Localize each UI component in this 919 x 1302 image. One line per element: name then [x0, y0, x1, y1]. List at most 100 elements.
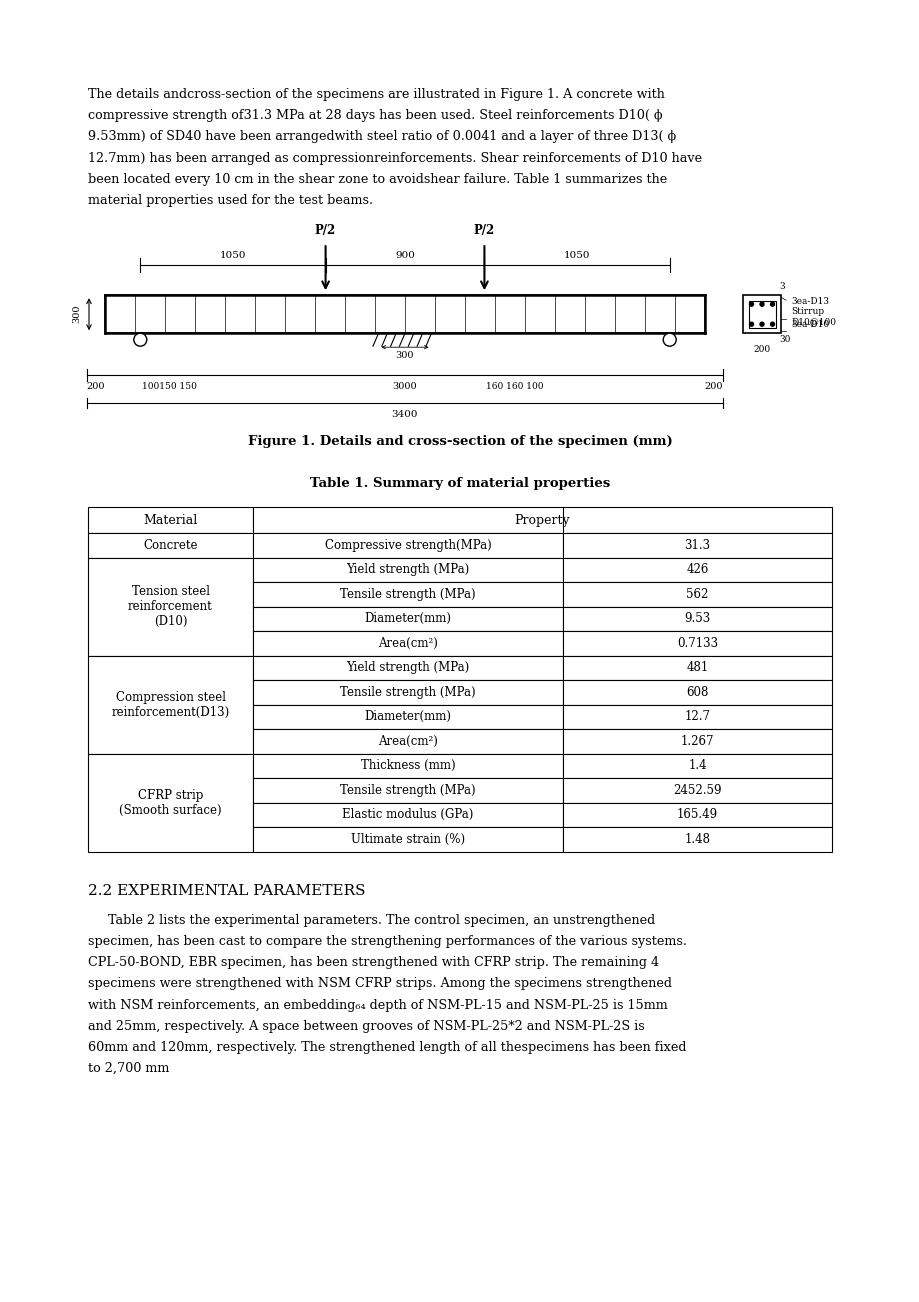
Text: D10@100: D10@100: [790, 318, 835, 327]
Text: 481: 481: [686, 661, 708, 674]
Bar: [88, 754, 253, 852]
Text: Area(cm²): Area(cm²): [378, 637, 437, 650]
Text: Concrete: Concrete: [143, 539, 198, 552]
Bar: [748, 301, 775, 328]
Bar: [105, 296, 704, 333]
Circle shape: [663, 333, 675, 346]
Bar: [253, 779, 562, 803]
Text: 3: 3: [778, 283, 784, 292]
Bar: [253, 631, 562, 656]
Text: 608: 608: [686, 686, 708, 699]
Bar: [88, 534, 253, 557]
Text: Tensile strength (MPa): Tensile strength (MPa): [340, 589, 475, 602]
Bar: [253, 729, 562, 754]
Text: and 25mm, respectively. A space between grooves of NSM-PL-25*2 and NSM-PL-2S is: and 25mm, respectively. A space between …: [88, 1019, 644, 1032]
Text: Material: Material: [143, 514, 198, 527]
Text: 1.267: 1.267: [680, 734, 713, 747]
Bar: [253, 803, 562, 827]
Text: P/2: P/2: [473, 224, 494, 237]
Text: 562: 562: [686, 589, 708, 602]
Text: Tensile strength (MPa): Tensile strength (MPa): [340, 686, 475, 699]
Bar: [562, 803, 831, 827]
Bar: [562, 704, 831, 729]
Bar: [253, 607, 562, 631]
Bar: [253, 704, 562, 729]
Text: CFRP strip
(Smooth surface): CFRP strip (Smooth surface): [119, 789, 221, 816]
Bar: [88, 508, 253, 534]
Text: 2.2 EXPERIMENTAL PARAMETERS: 2.2 EXPERIMENTAL PARAMETERS: [88, 884, 365, 897]
Text: 31.3: 31.3: [684, 539, 709, 552]
Text: 3ea-D13: 3ea-D13: [790, 297, 828, 306]
Text: 165.49: 165.49: [676, 809, 718, 822]
Text: 12.7mm) has been arranged as compressionreinforcements. Shear reinforcements of : 12.7mm) has been arranged as compression…: [88, 151, 701, 164]
Text: 12.7: 12.7: [684, 711, 709, 724]
Text: Property: Property: [514, 514, 570, 527]
Bar: [88, 656, 253, 754]
Text: Diameter(mm): Diameter(mm): [364, 612, 451, 625]
Bar: [253, 582, 562, 607]
Text: 30: 30: [778, 335, 789, 344]
Text: with NSM reinforcements, an embedding₆₄ depth of NSM-PL-15 and NSM-PL-25 is 15mm: with NSM reinforcements, an embedding₆₄ …: [88, 999, 667, 1012]
Text: specimens were strengthened with NSM CFRP strips. Among the specimens strengthen: specimens were strengthened with NSM CFR…: [88, 978, 671, 991]
Bar: [562, 827, 831, 852]
Text: 200: 200: [704, 383, 722, 391]
Text: Yield strength (MPa): Yield strength (MPa): [346, 661, 469, 674]
Text: Thickness (mm): Thickness (mm): [360, 759, 455, 772]
Text: Table 2 lists the experimental parameters. The control specimen, an unstrengthen: Table 2 lists the experimental parameter…: [88, 914, 654, 927]
Text: 200: 200: [86, 383, 105, 391]
Text: Diameter(mm): Diameter(mm): [364, 711, 451, 724]
Text: 900: 900: [394, 251, 414, 259]
Text: specimen, has been cast to compare the strengthening performances of the various: specimen, has been cast to compare the s…: [88, 935, 686, 948]
Text: 0.7133: 0.7133: [676, 637, 718, 650]
Circle shape: [759, 302, 763, 306]
Bar: [562, 582, 831, 607]
Text: 1050: 1050: [563, 251, 590, 259]
Text: Yield strength (MPa): Yield strength (MPa): [346, 564, 469, 577]
Text: 300: 300: [73, 305, 82, 323]
Bar: [253, 754, 562, 779]
Text: 160 160 100: 160 160 100: [486, 383, 543, 391]
Text: P/2: P/2: [314, 224, 335, 237]
Bar: [743, 296, 780, 333]
Bar: [253, 656, 562, 680]
Text: CPL-50-BOND, EBR specimen, has been strengthened with CFRP strip. The remaining : CPL-50-BOND, EBR specimen, has been stre…: [88, 956, 658, 969]
Text: Tensile strength (MPa): Tensile strength (MPa): [340, 784, 475, 797]
Text: Stirrup: Stirrup: [790, 307, 823, 316]
Bar: [562, 779, 831, 803]
Circle shape: [770, 322, 774, 327]
Circle shape: [749, 322, 753, 327]
Bar: [562, 631, 831, 656]
Bar: [562, 656, 831, 680]
Text: 1050: 1050: [220, 251, 246, 259]
Bar: [253, 508, 831, 534]
Text: 200: 200: [753, 345, 770, 354]
Text: 426: 426: [686, 564, 708, 577]
Circle shape: [133, 333, 147, 346]
Circle shape: [749, 302, 753, 306]
Text: material properties used for the test beams.: material properties used for the test be…: [88, 194, 373, 207]
Text: compressive strength of31.3 MPa at 28 days has been used. Steel reinforcements D: compressive strength of31.3 MPa at 28 da…: [88, 109, 662, 122]
Text: 1.48: 1.48: [684, 833, 709, 846]
Text: 100150 150: 100150 150: [142, 383, 197, 391]
Bar: [253, 557, 562, 582]
Text: 2452.59: 2452.59: [673, 784, 721, 797]
Text: to 2,700 mm: to 2,700 mm: [88, 1062, 169, 1075]
Text: 60mm and 120mm, respectively. The strengthened length of all thespecimens has be: 60mm and 120mm, respectively. The streng…: [88, 1040, 686, 1053]
Text: Table 1. Summary of material properties: Table 1. Summary of material properties: [310, 478, 609, 490]
Bar: [88, 557, 253, 656]
Text: Ultimate strain (%): Ultimate strain (%): [350, 833, 465, 846]
Text: been located every 10 cm in the shear zone to avoidshear failure. Table 1 summar: been located every 10 cm in the shear zo…: [88, 173, 666, 186]
Text: 1.4: 1.4: [687, 759, 706, 772]
Circle shape: [759, 322, 763, 327]
Text: 9.53: 9.53: [684, 612, 709, 625]
Bar: [253, 680, 562, 704]
Bar: [562, 534, 831, 557]
Text: Compressive strength(MPa): Compressive strength(MPa): [324, 539, 491, 552]
Text: Compression steel
reinforcement(D13): Compression steel reinforcement(D13): [111, 690, 230, 719]
Text: 300: 300: [395, 352, 414, 361]
Bar: [562, 729, 831, 754]
Bar: [562, 607, 831, 631]
Text: 3ea-D10: 3ea-D10: [790, 320, 828, 329]
Text: 3400: 3400: [391, 410, 418, 419]
Circle shape: [770, 302, 774, 306]
